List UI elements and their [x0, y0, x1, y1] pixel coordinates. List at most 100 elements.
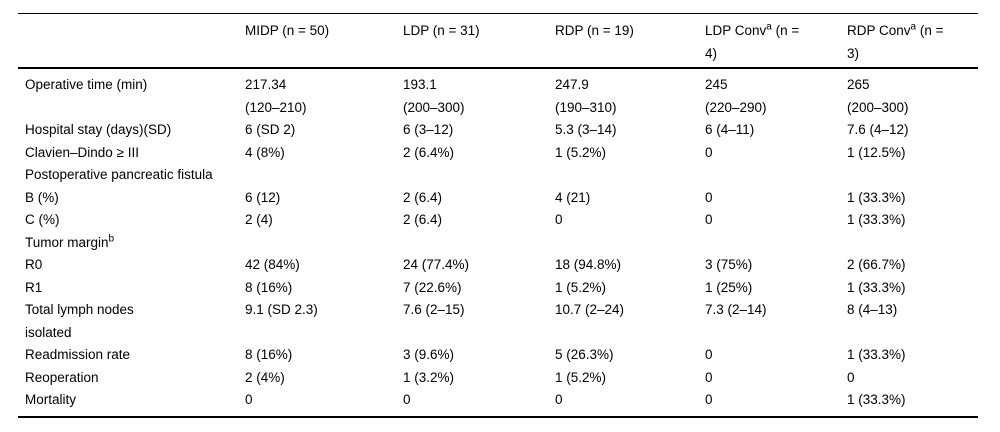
cell-value: 245 (220–290): [705, 77, 767, 115]
cell-value: 247.9 (190–310): [555, 77, 617, 115]
column-header: MIDP (n = 50): [245, 13, 403, 69]
cell-value: 2 (6.4): [403, 212, 443, 227]
table-row: Mortality 0 0 0 0 1 (33.3%): [18, 389, 978, 418]
row-label: Total lymph nodes isolated: [18, 299, 245, 344]
column-header: [18, 13, 245, 69]
cell-value: 1 (33.3%): [847, 279, 906, 295]
cell-value: 6 (SD 2): [245, 122, 296, 137]
row-label-text: Tumor margin: [25, 234, 109, 250]
cell-value: 2 (6.4%): [403, 144, 455, 160]
column-header-text: LDP (n = 31): [403, 23, 480, 38]
cell-value: 0: [705, 389, 847, 418]
row-label-text: Reoperation: [25, 369, 99, 385]
row-label: Reoperation: [18, 367, 245, 390]
cell-value: [705, 232, 847, 255]
row-label-text: Clavien–Dindo ≥ III: [25, 144, 139, 160]
cell-value: 2 (4%): [245, 369, 285, 385]
row-label-text: Operative time (min): [25, 77, 148, 92]
column-header: RDP (n = 19): [555, 13, 705, 69]
cell-value: 1 (12.5%): [847, 144, 906, 160]
column-header-text: RDP Conv: [847, 23, 911, 38]
cell-value: 0: [705, 369, 713, 385]
cell-value: 7 (22.6%): [403, 279, 462, 295]
cell-value: 1 (33.3%): [847, 347, 906, 362]
cell-value: 193.1 (200–300): [403, 77, 465, 115]
table-row: C (%) 2 (4) 2 (6.4) 0 0 1 (33.3%): [18, 209, 978, 232]
cell-value: 24 (77.4%): [403, 257, 470, 272]
section-row: Tumor marginb: [18, 232, 978, 255]
column-header-superscript: a: [910, 21, 917, 33]
column-header-text: RDP (n = 19): [555, 23, 634, 38]
cell-value: 1 (5.2%): [555, 369, 607, 385]
cell-value: 10.7 (2–24): [555, 302, 625, 317]
cell-value: 8 (4–13): [847, 302, 898, 317]
header-row: MIDP (n = 50) LDP (n = 31) RDP (n = 19) LDP…: [18, 13, 978, 69]
cell-value: [555, 232, 705, 255]
cell-value: 2 (4): [245, 212, 273, 227]
cell-value: [245, 232, 403, 255]
cell-value: 0: [403, 389, 555, 418]
row-label-text: R0: [25, 257, 43, 272]
cell-value: 0: [705, 347, 713, 362]
cell-value: 1 (33.3%): [847, 189, 906, 205]
cell-value: 265 (200–300): [847, 77, 909, 115]
cell-value: 6 (4–11): [705, 122, 755, 137]
table-row: Total lymph nodes isolated 9.1 (SD 2.3) 7.…: [18, 299, 978, 344]
table-body: Operative time (min) 217.34 (120–210) 193.…: [18, 68, 978, 418]
table-row: Operative time (min) 217.34 (120–210) 193.…: [18, 68, 978, 119]
table-row: Readmission rate 8 (16%) 3 (9.6%) 5 (26.3%)…: [18, 344, 978, 367]
table-row: B (%) 6 (12) 2 (6.4) 4 (21) 0 1 (33.3%): [18, 187, 978, 210]
cell-value: [403, 164, 555, 187]
cell-value: 1 (3.2%): [403, 369, 455, 385]
cell-value: 2 (66.7%): [847, 257, 906, 272]
cell-value: [403, 232, 555, 255]
row-label-text: Hospital stay (days)(SD): [25, 122, 172, 137]
cell-value: 5 (26.3%): [555, 347, 614, 362]
cell-value: [847, 232, 978, 255]
table-row: Reoperation 2 (4%) 1 (3.2%) 1 (5.2%) 0 0: [18, 367, 978, 390]
row-label-text: Readmission rate: [25, 347, 131, 362]
column-header-text: (n =: [771, 23, 800, 38]
section-row: Postoperative pancreatic fistula: [18, 164, 978, 187]
row-label: Postoperative pancreatic fistula: [18, 164, 245, 187]
column-header-text-line2: 4): [705, 45, 718, 61]
column-header-text-line2: 3): [847, 45, 860, 61]
table-row: Hospital stay (days)(SD) 6 (SD 2) 6 (3–12)…: [18, 119, 978, 142]
cell-value: [847, 164, 978, 187]
row-label-text: B (%): [25, 189, 59, 205]
row-label-text: C (%): [25, 212, 60, 227]
cell-value: 4 (8%): [245, 144, 285, 160]
cell-value: 6 (3–12): [403, 122, 454, 137]
cell-value: 0: [705, 144, 713, 160]
row-label: B (%): [18, 187, 245, 210]
cell-value: 0: [847, 369, 855, 385]
row-label: R0: [18, 254, 245, 277]
cell-value: 0: [555, 212, 563, 227]
column-header-superscript: a: [766, 21, 772, 33]
cell-value: 8 (16%): [245, 279, 293, 295]
cell-value: 7.3 (2–14): [705, 302, 767, 317]
row-label-text: Postoperative pancreatic fistula: [25, 167, 213, 182]
row-label-superscript: b: [108, 233, 115, 244]
cell-value: 0: [705, 212, 713, 227]
row-label-text: Total lymph nodes isolated: [25, 302, 134, 340]
cell-value: 4 (21): [555, 189, 591, 205]
cell-value: 0: [705, 189, 713, 205]
cell-value: 2 (6.4): [403, 189, 443, 205]
row-label: C (%): [18, 209, 245, 232]
cell-value: 0: [555, 389, 705, 418]
cell-value: 42 (84%): [245, 257, 300, 272]
column-header-text: LDP Conv: [705, 23, 767, 38]
column-header-text: (n =: [916, 23, 944, 38]
cell-value: 1 (5.2%): [555, 279, 607, 295]
column-header-text: MIDP (n = 50): [245, 23, 330, 38]
cell-value: 1 (5.2%): [555, 144, 607, 160]
row-label: Readmission rate: [18, 344, 245, 367]
row-label-text: Mortality: [25, 392, 77, 407]
row-label: Clavien–Dindo ≥ III: [18, 142, 245, 165]
cell-value: 6 (12): [245, 189, 281, 205]
cell-value: 3 (9.6%): [403, 347, 455, 362]
table-row: R1 8 (16%) 7 (22.6%) 1 (5.2%) 1 (25%) 1 (33.3…: [18, 277, 978, 300]
cell-value: 3 (75%): [705, 257, 753, 272]
cell-value: [555, 164, 705, 187]
